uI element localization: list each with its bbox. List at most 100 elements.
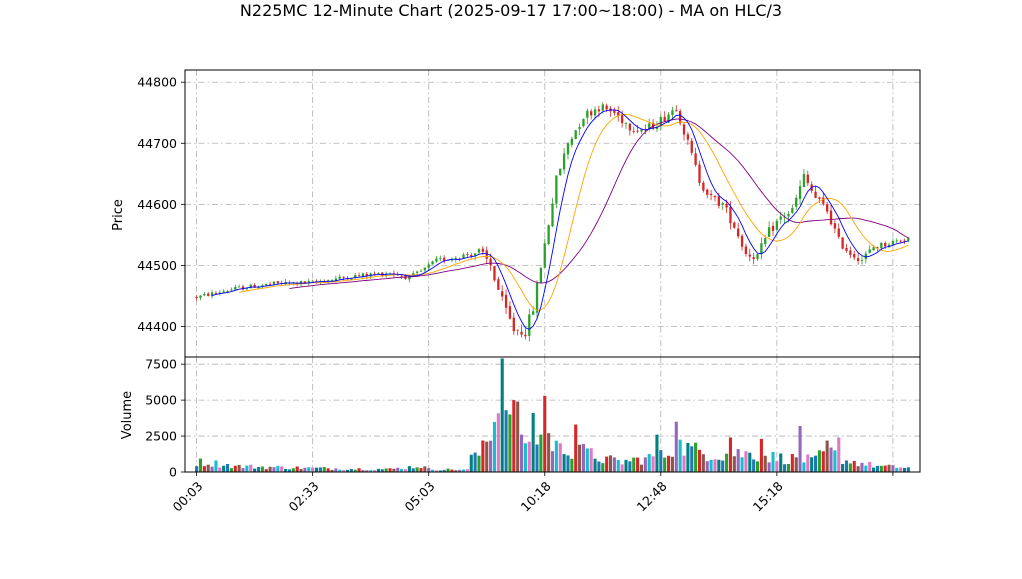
candle-body [872, 247, 875, 251]
candle-body [489, 258, 492, 266]
volume-bar [694, 442, 698, 472]
candle [462, 252, 465, 259]
candle [342, 276, 345, 281]
volume-bar [303, 467, 307, 472]
candle [338, 274, 341, 280]
volume-bar [748, 452, 752, 472]
volume-bar [202, 466, 206, 472]
volume-bar [434, 470, 438, 472]
volume-bar [272, 467, 276, 472]
candle [520, 324, 523, 338]
volume-bar [879, 465, 883, 472]
volume-bar [728, 437, 732, 472]
volume-bar [245, 465, 249, 472]
candle [431, 260, 434, 265]
volume-bar [701, 454, 705, 472]
volume-bar [883, 465, 887, 472]
candle-body [729, 206, 732, 224]
candle [663, 111, 666, 122]
candle [195, 295, 198, 301]
candle-body [245, 288, 249, 290]
volume-bar [821, 451, 825, 472]
volume-bar [740, 457, 744, 472]
candle-body [709, 193, 713, 196]
volume-bar [717, 459, 721, 472]
candle [624, 122, 628, 129]
volume-bar [902, 468, 907, 472]
volume-bar [798, 426, 802, 472]
candle-body [466, 254, 469, 255]
candle-body [237, 286, 241, 288]
candle-body [702, 182, 705, 191]
volume-bar [682, 455, 686, 472]
volume-bar [616, 459, 620, 472]
candle [740, 233, 744, 251]
candle-body [373, 273, 376, 275]
candle-body [435, 258, 438, 262]
volume-bar [299, 469, 303, 472]
candle-body [760, 243, 763, 255]
candle [895, 238, 898, 244]
candle-body [822, 197, 825, 204]
volume-bar [690, 446, 694, 472]
candle-body [744, 246, 748, 255]
candle-body [354, 275, 357, 278]
volume-panel: 0 2500 5000 7500 Volume [120, 356, 921, 480]
volume-bar [342, 470, 346, 472]
price-panel: 44400 44500 44600 44700 44800 Price [111, 69, 921, 358]
candle-body [802, 173, 806, 187]
candle-body [253, 284, 256, 288]
volume-ytick-label: 2500 [145, 429, 177, 444]
candle [419, 269, 423, 272]
candle [748, 248, 751, 262]
candle-body [678, 111, 682, 124]
candle-body [756, 254, 759, 260]
candle [543, 238, 546, 269]
candle-body [597, 109, 601, 112]
candle-body [586, 110, 589, 118]
volume-bar [837, 437, 841, 472]
volume-bar [814, 455, 818, 472]
volume-bar [318, 467, 322, 472]
candle [508, 301, 512, 320]
candle-body [477, 249, 481, 253]
candle [512, 312, 515, 335]
candle [829, 205, 833, 226]
candle-body [682, 124, 686, 135]
volume-bar [400, 468, 404, 472]
candle [551, 197, 554, 228]
candle-body [837, 228, 840, 237]
volume-bar [906, 467, 910, 472]
volume-bar [419, 468, 423, 472]
candle-body [740, 235, 744, 247]
candlesticks [195, 102, 910, 342]
volume-bar [465, 469, 469, 472]
candle [884, 241, 887, 250]
candle-body [605, 105, 608, 110]
candle-body [276, 281, 280, 284]
volume-bar [732, 456, 736, 472]
volume-bar [570, 458, 574, 472]
candle-body [860, 259, 864, 261]
candle-body [265, 283, 268, 286]
volume-bar [531, 413, 535, 472]
volume-bar [512, 400, 516, 472]
volume-bar [520, 434, 524, 472]
candle-body [771, 225, 775, 231]
volume-bar [852, 460, 856, 472]
candle [535, 280, 539, 319]
volume-bar [326, 468, 330, 472]
volume-bar [345, 469, 350, 472]
candle [671, 106, 674, 120]
candle-body [218, 292, 221, 294]
candle-body [199, 295, 202, 298]
volume-bar [256, 467, 261, 472]
candle-body [400, 275, 403, 277]
candle-body [350, 278, 353, 280]
volume-bar [338, 469, 342, 472]
candle [686, 131, 690, 145]
candle-body [806, 174, 809, 184]
candle-body [624, 123, 628, 124]
volume-bar [276, 465, 280, 472]
